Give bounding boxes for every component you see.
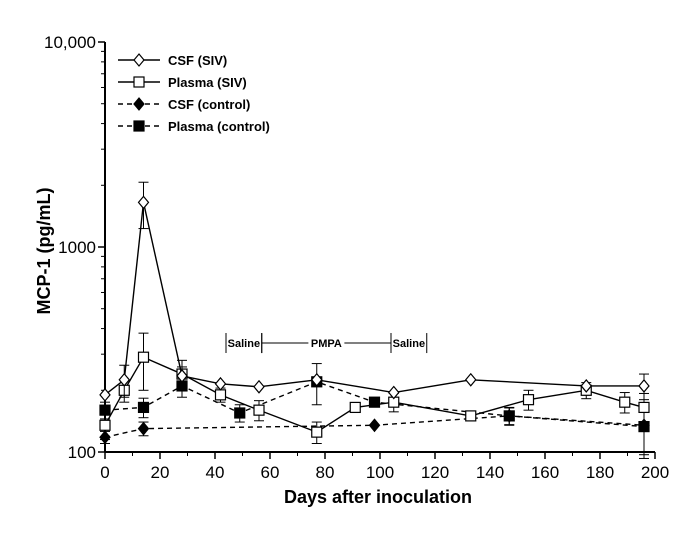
data-point (310, 372, 323, 387)
y-axis-title: MCP-1 (pg/mL) (34, 188, 54, 315)
legend-marker (133, 53, 145, 67)
axes: 0 20 40 60 80 100 120 140 160 180 200 100 1000 10,000 (44, 33, 669, 482)
annotations: Saline PMPA Saline (225, 333, 428, 354)
data-point (387, 385, 400, 400)
data-point (137, 401, 150, 414)
x-tick-label: 20 (151, 463, 170, 482)
legend-label: Plasma (control) (168, 119, 270, 134)
y-tick-label: 1000 (58, 238, 96, 257)
data-point (118, 372, 131, 387)
data-point (137, 195, 150, 210)
x-tick-label: 40 (206, 463, 225, 482)
data-point (619, 396, 631, 408)
x-tick-label: 60 (261, 463, 280, 482)
data-point (137, 351, 150, 363)
x-tick-label: 120 (421, 463, 449, 482)
y-tick-label: 100 (68, 443, 96, 462)
data-point (465, 410, 477, 422)
x-tick-label: 160 (531, 463, 559, 482)
series-line (104, 356, 645, 433)
series-0 (99, 181, 650, 402)
annotation-label: Saline (393, 338, 425, 350)
y-tick-label: 10,000 (44, 33, 96, 52)
data-point (464, 372, 477, 387)
data-point (176, 368, 188, 383)
legend-label: CSF (control) (168, 97, 250, 112)
data-point (368, 418, 381, 433)
data-point (349, 401, 361, 414)
x-tick-label: 80 (316, 463, 335, 482)
legend-label: Plasma (SIV) (168, 75, 247, 90)
x-tick-label: 140 (476, 463, 504, 482)
x-tick-label: 0 (100, 463, 109, 482)
data-point (214, 389, 227, 401)
legend-marker (133, 120, 145, 132)
data-point (253, 379, 265, 394)
annotation-label: PMPA (311, 338, 342, 350)
data-point (368, 396, 381, 408)
data-point (214, 376, 227, 391)
legend-marker (133, 76, 145, 88)
series-line (104, 381, 645, 428)
x-tick-label: 100 (366, 463, 394, 482)
data-point (234, 407, 246, 419)
legend-marker (133, 97, 145, 111)
series-layer (99, 181, 650, 459)
data-point (522, 394, 535, 406)
data-point (99, 387, 111, 402)
annotation-label: Saline (228, 338, 260, 350)
x-axis-title: Days after inoculation (284, 487, 472, 507)
data-point (137, 421, 150, 436)
data-point (638, 379, 650, 393)
data-point (311, 426, 323, 438)
data-point (99, 419, 111, 431)
x-tick-label: 180 (586, 463, 614, 482)
series-line (104, 202, 644, 396)
data-point (638, 418, 650, 433)
data-point (503, 408, 516, 423)
data-point (253, 404, 265, 416)
data-point (580, 379, 593, 393)
data-point (638, 401, 650, 414)
legend-label: CSF (SIV) (168, 53, 227, 68)
series-2 (99, 402, 650, 456)
x-tick-label: 200 (641, 463, 669, 482)
legend: CSF (SIV) Plasma (SIV) CSF (control) Plasma… (118, 53, 270, 134)
